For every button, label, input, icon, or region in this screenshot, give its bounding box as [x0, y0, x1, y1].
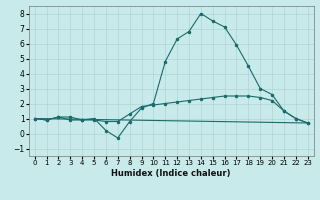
X-axis label: Humidex (Indice chaleur): Humidex (Indice chaleur): [111, 169, 231, 178]
